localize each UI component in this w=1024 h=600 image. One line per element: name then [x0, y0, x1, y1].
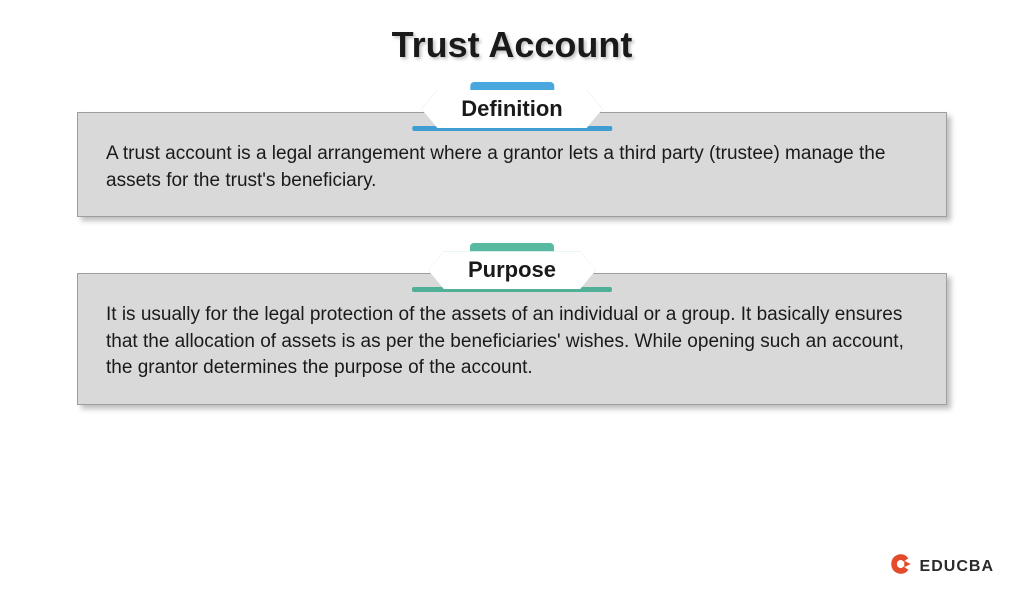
educba-icon [888, 551, 914, 582]
brand-logo: EDUCBA [888, 551, 994, 582]
section-purpose: Purpose It is usually for the legal prot… [77, 273, 947, 405]
purpose-box: It is usually for the legal protection o… [77, 273, 947, 405]
label-wrap-purpose: Purpose [428, 251, 596, 289]
page-title: Trust Account [0, 24, 1024, 66]
definition-body: A trust account is a legal arrangement w… [106, 143, 885, 191]
section-definition: Definition A trust account is a legal ar… [77, 112, 947, 217]
label-wrap-definition: Definition [421, 90, 602, 128]
label-definition: Definition [421, 90, 602, 128]
brand-text: EDUCBA [920, 558, 994, 576]
purpose-body: It is usually for the legal protection o… [106, 304, 904, 378]
label-purpose: Purpose [428, 251, 596, 289]
